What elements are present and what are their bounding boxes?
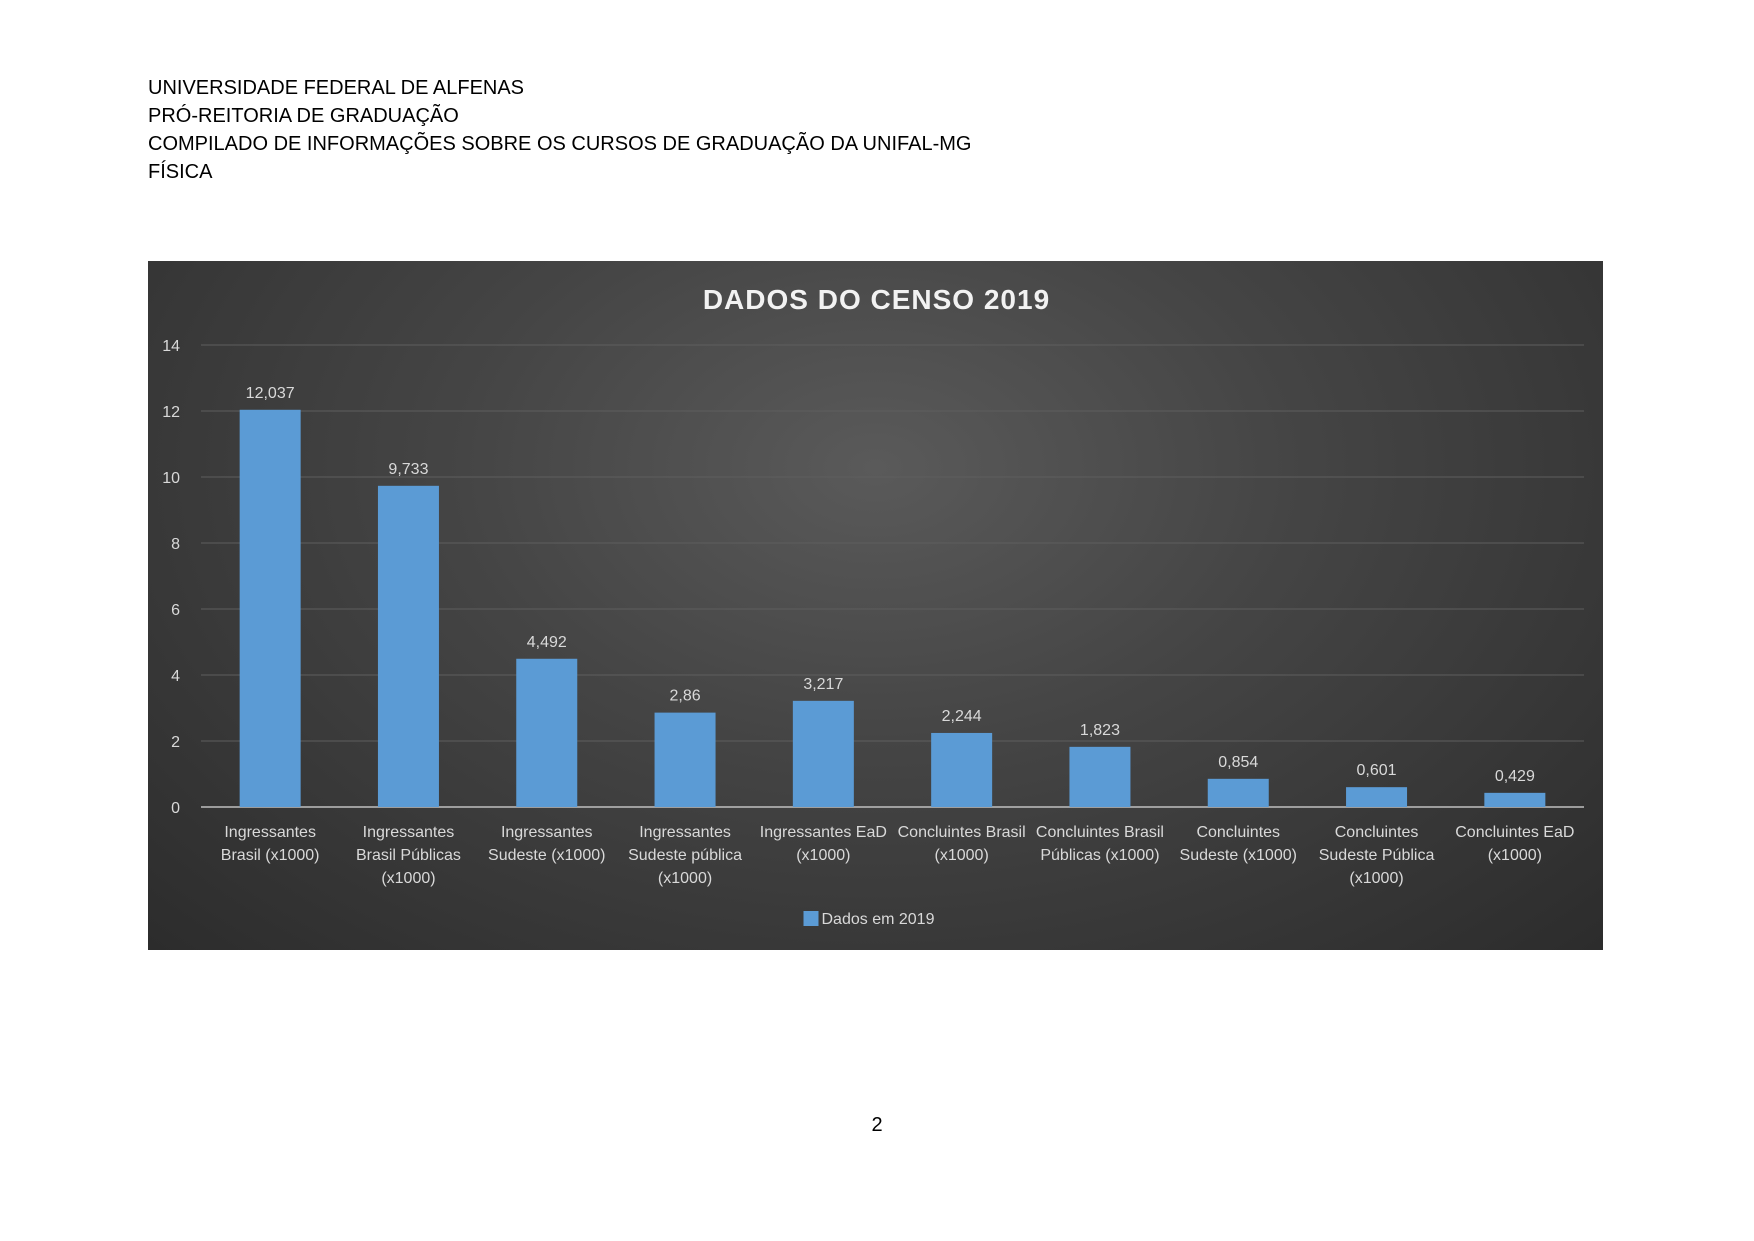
- x-tick-label-line: Brasil Públicas: [356, 847, 461, 864]
- x-tick-label-line: Ingressantes: [224, 824, 316, 841]
- bar: [239, 409, 301, 807]
- y-tick-label: 6: [171, 602, 180, 619]
- legend-label: Dados em 2019: [822, 911, 935, 928]
- x-tick-label: Ingressantes Brasil Públicas (x1000): [356, 824, 461, 887]
- x-tick-label-line: (x1000): [1349, 870, 1403, 887]
- x-tick-label: Concluintes Sudeste Pública (x1000): [1319, 824, 1435, 887]
- x-tick-label: Concluintes EaD (x1000): [1455, 824, 1574, 864]
- data-label: 0,429: [1495, 768, 1535, 785]
- x-tick-label-line: Concluintes Brasil: [1036, 824, 1164, 841]
- header-course: FÍSICA: [148, 161, 213, 183]
- y-tick-label: 2: [171, 734, 180, 751]
- chart-title: DADOS DO CENSO 2019: [703, 284, 1050, 315]
- x-tick-label-line: Ingressantes EaD: [760, 824, 887, 841]
- x-tick-label-line: Sudeste (x1000): [488, 847, 605, 864]
- x-tick-label: Ingressantes Brasil (x1000): [221, 824, 320, 864]
- x-tick-label-line: Concluintes EaD: [1455, 824, 1574, 841]
- x-tick-label: Ingressantes EaD (x1000): [760, 824, 887, 864]
- x-tick-label-line: Brasil (x1000): [221, 847, 320, 864]
- legend-swatch: [803, 911, 819, 926]
- x-tick-label: Concluintes Brasil (x1000): [898, 824, 1026, 864]
- x-tick-label-line: Ingressantes: [363, 824, 455, 841]
- document-header: UNIVERSIDADE FEDERAL DE ALFENAS PRÓ-REIT…: [148, 74, 971, 186]
- bar: [1346, 787, 1408, 807]
- y-tick-label: 0: [171, 800, 180, 817]
- header-university: UNIVERSIDADE FEDERAL DE ALFENAS: [148, 77, 525, 99]
- bar: [377, 485, 439, 807]
- data-label: 2,244: [942, 708, 982, 725]
- header-compilation: COMPILADO DE INFORMAÇÕES SOBRE OS CURSOS…: [148, 133, 972, 155]
- x-tick-label-line: (x1000): [381, 870, 435, 887]
- data-label: 0,854: [1218, 754, 1258, 771]
- page-number: 2: [871, 1114, 883, 1136]
- bar: [1484, 792, 1546, 807]
- bar-chart: DADOS DO CENSO 2019 0 2 4 6 8 10 12 14 12,037 Ingr…: [162, 284, 1584, 928]
- data-label: 2,86: [669, 688, 700, 705]
- y-tick-label: 14: [162, 338, 180, 355]
- data-label: 4,492: [527, 634, 567, 651]
- header-department: PRÓ-REITORIA DE GRADUAÇÃO: [148, 105, 459, 127]
- x-tick-label-line: Sudeste Pública: [1319, 847, 1435, 864]
- x-tick-label-line: Sudeste (x1000): [1180, 847, 1297, 864]
- x-tick-label-line: (x1000): [796, 847, 850, 864]
- x-tick-label: Ingressantes Sudeste pública (x1000): [628, 824, 742, 887]
- y-tick-label: 10: [162, 470, 180, 487]
- x-tick-label: Ingressantes Sudeste (x1000): [488, 824, 605, 864]
- x-tick-label-line: Sudeste pública: [628, 847, 742, 864]
- x-tick-label-line: (x1000): [658, 870, 712, 887]
- bar: [931, 732, 993, 807]
- data-label: 1,823: [1080, 722, 1120, 739]
- bar: [1069, 746, 1131, 807]
- x-tick-label: Concluintes Brasil Públicas (x1000): [1036, 824, 1164, 864]
- x-tick-label-line: (x1000): [1488, 847, 1542, 864]
- data-label: 3,217: [803, 676, 843, 693]
- y-tick-label: 12: [162, 404, 180, 421]
- x-tick-label-line: (x1000): [935, 847, 989, 864]
- x-tick-label-line: Públicas (x1000): [1040, 847, 1159, 864]
- chart-container: DADOS DO CENSO 2019 0 2 4 6 8 10 12 14 12,037 Ingr…: [148, 261, 1603, 950]
- data-label: 9,733: [388, 461, 428, 478]
- x-tick-label-line: Concluintes Brasil: [898, 824, 1026, 841]
- x-tick-label-line: Ingressantes: [501, 824, 593, 841]
- bar: [516, 658, 578, 807]
- data-label: 12,037: [246, 385, 295, 402]
- bar: [792, 700, 854, 807]
- x-tick-label: Concluintes Sudeste (x1000): [1180, 824, 1297, 864]
- x-tick-label-line: Concluintes: [1335, 824, 1419, 841]
- bar: [1207, 778, 1269, 807]
- bar: [654, 712, 716, 807]
- x-tick-label-line: Concluintes: [1196, 824, 1280, 841]
- data-label: 0,601: [1357, 762, 1397, 779]
- y-tick-label: 8: [171, 536, 180, 553]
- y-tick-label: 4: [171, 668, 180, 685]
- x-tick-label-line: Ingressantes: [639, 824, 731, 841]
